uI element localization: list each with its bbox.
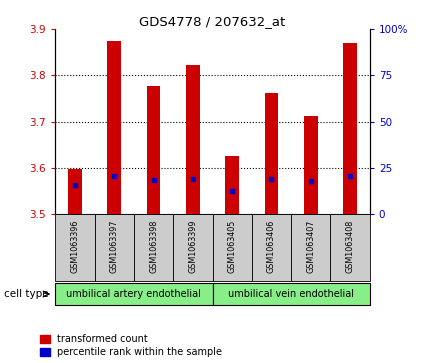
Bar — [212, 214, 252, 281]
Bar — [186, 65, 200, 214]
Bar — [304, 115, 317, 214]
Bar — [291, 214, 331, 281]
Text: cell type: cell type — [4, 289, 49, 299]
Text: GSM1063398: GSM1063398 — [149, 220, 158, 273]
Text: GSM1063407: GSM1063407 — [306, 220, 315, 273]
Bar — [265, 93, 278, 214]
Text: GSM1063405: GSM1063405 — [228, 220, 237, 273]
Bar — [134, 214, 173, 281]
Text: umbilical artery endothelial: umbilical artery endothelial — [66, 289, 201, 299]
Text: GSM1063408: GSM1063408 — [346, 220, 354, 273]
Bar — [252, 214, 291, 281]
Title: GDS4778 / 207632_at: GDS4778 / 207632_at — [139, 15, 286, 28]
Bar — [343, 44, 357, 214]
Bar — [55, 214, 94, 281]
Text: GSM1063399: GSM1063399 — [188, 220, 197, 273]
Bar — [173, 214, 212, 281]
Bar — [225, 156, 239, 214]
Legend: transformed count, percentile rank within the sample: transformed count, percentile rank withi… — [39, 333, 223, 358]
Text: GSM1063397: GSM1063397 — [110, 220, 119, 273]
Bar — [94, 214, 134, 281]
Bar — [147, 86, 160, 214]
Bar — [331, 214, 370, 281]
Bar — [212, 282, 370, 306]
Bar — [108, 41, 121, 214]
Text: umbilical vein endothelial: umbilical vein endothelial — [228, 289, 354, 299]
Bar — [55, 282, 212, 306]
Text: GSM1063396: GSM1063396 — [71, 220, 79, 273]
Text: GSM1063406: GSM1063406 — [267, 220, 276, 273]
Bar — [68, 169, 82, 214]
